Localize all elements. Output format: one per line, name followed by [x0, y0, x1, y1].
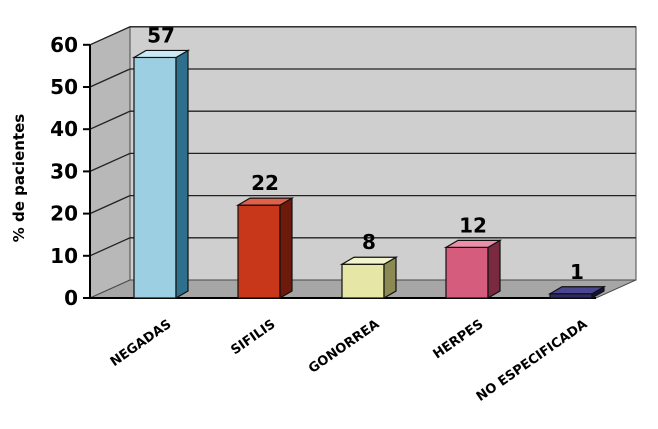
- data-label: 1: [570, 260, 584, 284]
- y-tick-label: 30: [50, 159, 78, 183]
- x-tick-label: HERPES: [431, 317, 487, 362]
- bar-front: [133, 56, 177, 299]
- bar: [547, 285, 607, 300]
- x-tick-label: NO ESPECIFICADA: [474, 317, 590, 405]
- y-tick-label: 60: [50, 33, 78, 57]
- y-tick-label: 20: [50, 202, 78, 226]
- bar-front: [445, 246, 489, 299]
- bar-top: [547, 286, 607, 295]
- bar-side: [175, 49, 189, 300]
- bar-front: [549, 293, 593, 299]
- grid-lines: [89, 26, 636, 257]
- data-label: 22: [251, 171, 279, 195]
- bar-top: [235, 197, 295, 206]
- y-tick-label: 10: [50, 244, 78, 268]
- x-tick-label: GONORREA: [306, 317, 382, 377]
- bar: [443, 239, 503, 300]
- gridline: [89, 152, 636, 172]
- data-label: 12: [459, 213, 487, 237]
- bars: [131, 49, 607, 300]
- gridline: [89, 26, 636, 46]
- bar: [131, 49, 191, 300]
- y-tick-label: 50: [50, 75, 78, 99]
- gridline: [89, 110, 636, 130]
- bar-top: [131, 49, 191, 59]
- data-label: 8: [362, 230, 376, 254]
- x-tick-label: NEGADAS: [108, 317, 175, 370]
- y-tick-label: 40: [50, 117, 78, 141]
- bar-side: [279, 197, 293, 300]
- gridline: [89, 237, 636, 257]
- bar-top: [443, 239, 503, 248]
- bar: [339, 256, 399, 300]
- bar-side: [487, 239, 501, 300]
- gridline: [89, 194, 636, 215]
- bar-front: [237, 204, 281, 299]
- y-axis-title: % de pacientes: [10, 114, 28, 242]
- bar: [235, 197, 295, 300]
- bar-front: [341, 263, 385, 299]
- y-tick-label: 0: [64, 286, 78, 310]
- gridline: [89, 68, 636, 88]
- x-tick-label: SIFILIS: [228, 317, 278, 358]
- bar-top: [339, 256, 399, 265]
- data-label: 57: [147, 23, 175, 47]
